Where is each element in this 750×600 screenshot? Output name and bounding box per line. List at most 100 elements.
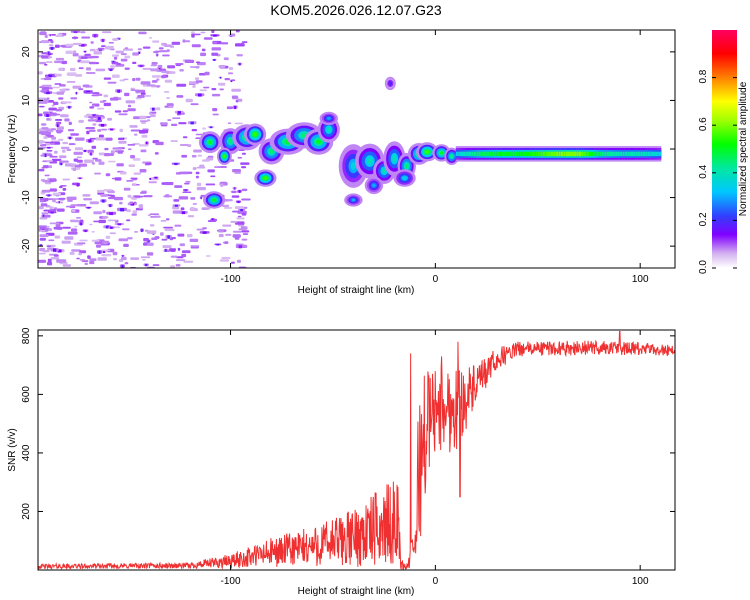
spectrogram-band-cell [560, 151, 564, 157]
spectrogram-band-cell [486, 151, 490, 157]
spectrogram-cell [202, 231, 207, 234]
spectrogram-cell [52, 86, 60, 89]
spectrogram-blob [327, 117, 331, 120]
spectrogram-band-cell [655, 151, 659, 157]
spectrogram-cell [225, 233, 232, 236]
spectrogram-cell [98, 161, 105, 165]
spectrogram-cell [185, 98, 193, 103]
spectrogram-cell [60, 162, 62, 166]
spectrogram-cell [222, 224, 232, 227]
spectrogram-cell [46, 150, 53, 152]
spectrogram-cell [112, 147, 123, 150]
colorbar: 0.0 0.2 0.4 0.6 0.8 Normalized spectral ampl… [698, 30, 749, 274]
spectrogram-cell [139, 192, 147, 194]
spectrogram-cell [102, 209, 106, 214]
spectrogram-cell [196, 61, 201, 64]
spectrogram-cell [138, 130, 149, 134]
spectrogram-cell [231, 190, 237, 194]
spectrogram-cell [94, 34, 97, 38]
spectrogram-cell [157, 64, 163, 68]
spectrogram-cell [235, 43, 245, 47]
spectrogram-cell [191, 155, 197, 158]
spectrogram-cell [149, 224, 155, 227]
spectrogram-band-cell [555, 151, 559, 157]
spectrogram-cell [170, 140, 178, 142]
spectrogram-cell [143, 195, 153, 198]
spectrogram-cell [182, 191, 192, 193]
spectrogram-cell [211, 47, 221, 51]
spectrogram-cell [105, 225, 110, 229]
spectrogram-blob [382, 168, 387, 174]
spectrogram-cell [79, 250, 87, 254]
spectrogram-cell [98, 49, 103, 51]
spectrogram-cell [76, 156, 82, 159]
spectrogram-cell [132, 197, 137, 200]
spectrogram-blob [316, 139, 322, 144]
spectrogram-cell [140, 81, 151, 85]
spectrogram-cell [39, 143, 43, 145]
spectrogram-cell [179, 171, 189, 175]
spectrogram-band-cell [617, 151, 621, 157]
spectrogram-cell [118, 238, 128, 242]
spectrogram-cell [164, 182, 174, 186]
spectrogram-cell [126, 219, 131, 222]
spectrogram-cell [47, 258, 52, 263]
spectrogram-cell [56, 91, 64, 95]
spectrogram-cell [65, 50, 73, 54]
spectrogram-cell [107, 160, 116, 163]
spectrogram-cell [153, 51, 159, 54]
spectrogram-cell [142, 67, 152, 70]
spectrogram-cell [177, 233, 185, 237]
spectrogram-blob [253, 132, 258, 137]
spectrogram-cell [41, 189, 51, 193]
spectrogram-cell [110, 226, 113, 229]
spectrogram-cell [164, 91, 170, 93]
colorbar-tick-label: 0.6 [698, 117, 709, 131]
spectrogram-cell [164, 228, 175, 232]
spectrogram-cell [184, 182, 190, 185]
spectrogram-cell [39, 230, 46, 232]
spectrogram-cell [165, 249, 167, 252]
spectrogram-cell [70, 204, 81, 207]
spectrogram-cell [51, 158, 62, 161]
spectrogram-cell [39, 61, 47, 65]
spectrogram-cell [62, 101, 72, 104]
spectrogram-cell [131, 213, 137, 216]
spectrogram-cell [40, 244, 42, 247]
spectrogram-cell [46, 160, 53, 162]
spectrogram-cell [238, 62, 241, 66]
spectrogram-cell [76, 257, 80, 260]
spectrogram-cell [90, 152, 92, 156]
spectrogram-cell [62, 149, 66, 153]
spectrogram-cell [205, 255, 211, 257]
spectrogram-cell [132, 210, 138, 214]
spectrogram-cell [130, 267, 136, 268]
spectrogram-cell [109, 212, 114, 216]
spectrogram-cell [236, 259, 241, 263]
spectrogram-cell [47, 129, 52, 132]
spectrogram-cell [171, 123, 178, 126]
spectrogram-cell [71, 249, 81, 252]
spectrogram-cell [92, 92, 100, 95]
spectrogram-cell [95, 137, 106, 141]
spectrogram-band-cell [622, 151, 626, 157]
spectrogram-cell [143, 238, 149, 242]
spectrogram-cell [56, 123, 59, 127]
spectrogram-cell [55, 119, 63, 121]
spectrogram-cell [150, 114, 156, 118]
spectrogram-cell [57, 249, 62, 253]
spectrogram-cell [130, 257, 140, 260]
spectrogram-cell [89, 258, 97, 261]
spectrogram-cell [118, 140, 127, 144]
spectrogram-cell [189, 238, 199, 242]
spectrogram-cell [97, 129, 102, 132]
spectrogram-cell [221, 257, 231, 260]
spectrogram-cell [150, 64, 158, 67]
spectrogram-cell [151, 62, 158, 65]
spectrogram-cell [222, 204, 230, 207]
spectrogram-cell [110, 65, 116, 68]
spectrogram-cell [133, 158, 141, 161]
spectrogram-cell [195, 80, 203, 83]
spectrogram-band-cell [653, 151, 657, 157]
spectrogram-cell [141, 134, 148, 138]
